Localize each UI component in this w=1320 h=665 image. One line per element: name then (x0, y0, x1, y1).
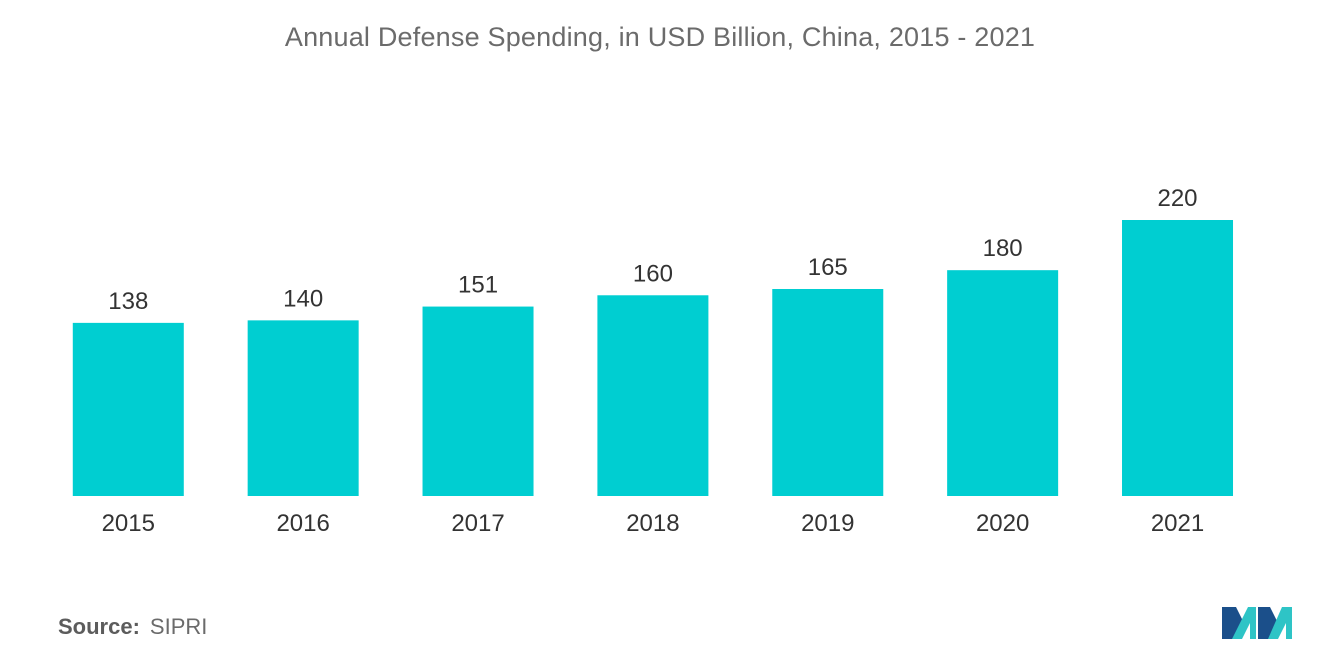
x-tick-label-2017: 2017 (451, 510, 504, 537)
data-label-2015: 138 (108, 288, 148, 315)
data-label-2016: 140 (283, 285, 323, 312)
x-tick-label-2015: 2015 (102, 510, 155, 537)
chart-title: Annual Defense Spending, in USD Billion,… (284, 22, 1036, 52)
bar-2017 (422, 306, 534, 496)
data-labels-layer: 138 140 151 160 165 180 220 (108, 185, 1197, 315)
x-tick-label-2018: 2018 (626, 510, 679, 537)
mordor-intelligence-logo-icon (1222, 607, 1292, 639)
x-tick-label-2020: 2020 (976, 510, 1029, 537)
bar-2021 (1122, 220, 1234, 496)
data-label-2021: 220 (1157, 185, 1197, 212)
data-label-2017: 151 (458, 272, 498, 299)
bars-layer (72, 220, 1234, 496)
bar-2016 (247, 320, 359, 496)
x-tick-label-2021: 2021 (1151, 510, 1204, 537)
bar-2018 (597, 295, 709, 496)
source-value: SIPRI (149, 614, 208, 639)
x-tick-label-2019: 2019 (801, 510, 854, 537)
source-note: Source: SIPRI (58, 614, 207, 640)
bar-2020 (947, 270, 1059, 496)
source-label: Source: (58, 614, 140, 639)
data-label-2019: 165 (808, 254, 848, 281)
x-axis-tick-labels: 2015 2016 2017 2018 2019 2020 2021 (102, 510, 1205, 537)
bar-2019 (772, 289, 884, 496)
x-tick-label-2016: 2016 (276, 510, 329, 537)
data-label-2020: 180 (983, 235, 1023, 262)
data-label-2018: 160 (633, 260, 673, 287)
bar-2015 (72, 322, 184, 496)
